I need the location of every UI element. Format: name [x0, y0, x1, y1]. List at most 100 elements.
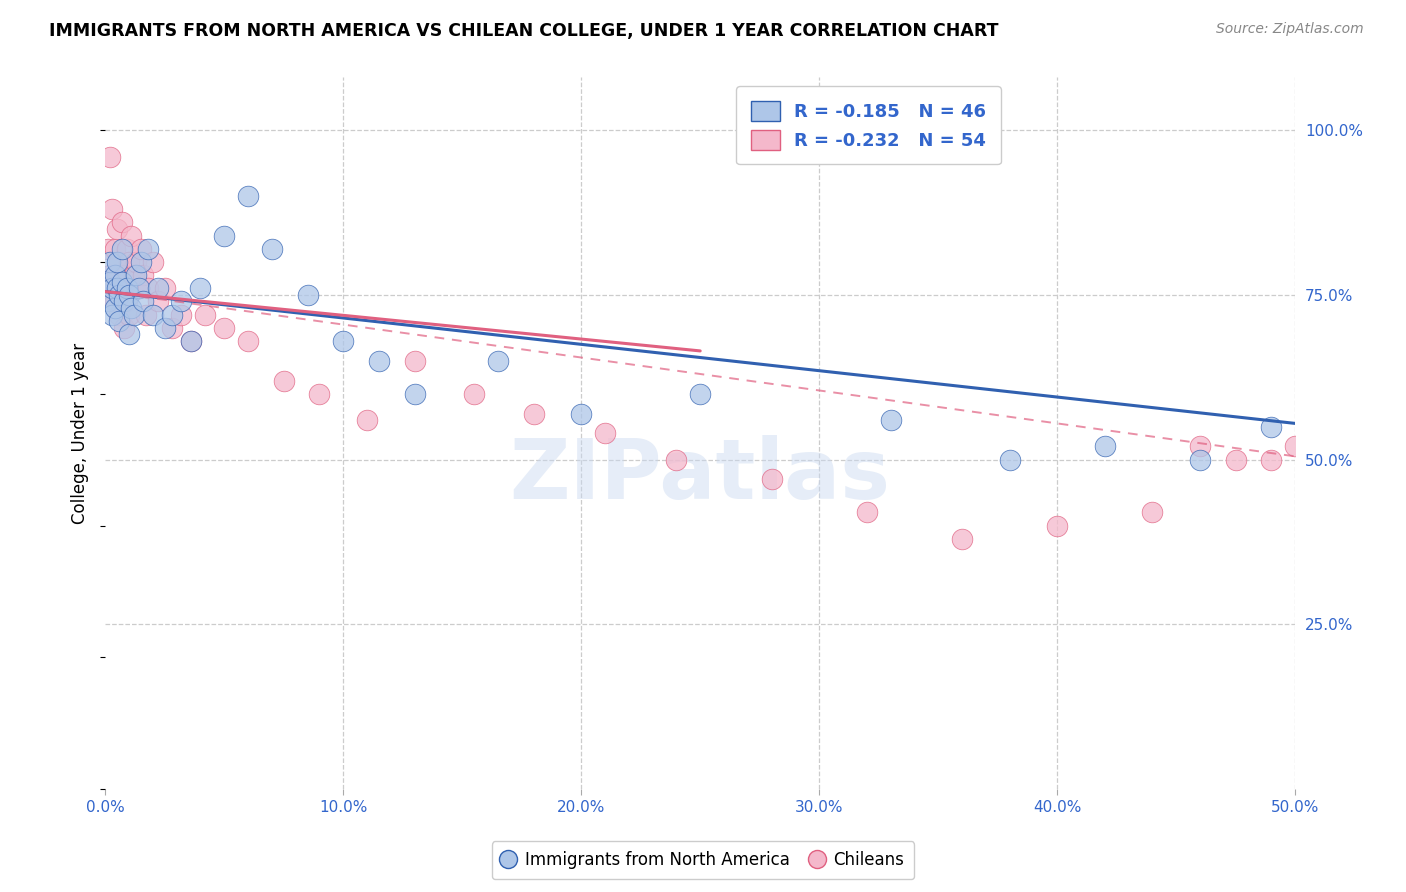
Point [879, 413, 901, 427]
Point [135, 308, 157, 322]
Point [111, 281, 134, 295]
Legend: R = -0.185   N = 46, R = -0.232   N = 54: R = -0.185 N = 46, R = -0.232 N = 54 [737, 87, 1001, 164]
Point [118, 255, 141, 269]
Point [260, 242, 283, 256]
Point [101, 281, 124, 295]
Point [105, 281, 128, 295]
Point [212, 321, 235, 335]
Point [236, 189, 259, 203]
Point [1260, 452, 1282, 467]
Point [125, 268, 148, 282]
Point [194, 308, 217, 322]
Point [146, 281, 169, 295]
Point [1046, 518, 1069, 533]
Point [212, 228, 235, 243]
Point [142, 308, 165, 322]
Point [111, 215, 134, 229]
Point [105, 255, 128, 269]
Text: ZIPatlas: ZIPatlas [510, 435, 890, 516]
Point [128, 281, 150, 295]
Text: IMMIGRANTS FROM NORTH AMERICA VS CHILEAN COLLEGE, UNDER 1 YEAR CORRELATION CHART: IMMIGRANTS FROM NORTH AMERICA VS CHILEAN… [49, 22, 998, 40]
Point [104, 301, 127, 315]
Point [142, 255, 165, 269]
Point [115, 242, 138, 256]
Point [463, 386, 485, 401]
Point [111, 275, 134, 289]
Point [136, 242, 159, 256]
Point [120, 301, 142, 315]
Point [160, 321, 183, 335]
Point [128, 281, 150, 295]
Point [122, 268, 145, 282]
Point [1284, 440, 1306, 454]
Point [132, 294, 155, 309]
Point [308, 386, 330, 401]
Point [101, 281, 124, 295]
Point [273, 374, 295, 388]
Point [523, 407, 546, 421]
Point [132, 268, 155, 282]
Point [404, 353, 426, 368]
Point [115, 294, 138, 309]
Point [129, 242, 152, 256]
Point [118, 308, 141, 322]
Point [111, 242, 134, 256]
Point [129, 255, 152, 269]
Point [236, 334, 259, 348]
Point [97, 288, 120, 302]
Point [105, 268, 128, 282]
Point [125, 255, 148, 269]
Point [367, 353, 389, 368]
Point [593, 426, 616, 441]
Point [153, 281, 176, 295]
Point [104, 242, 127, 256]
Point [170, 308, 193, 322]
Point [356, 413, 378, 427]
Point [665, 452, 688, 467]
Point [160, 308, 183, 322]
Point [97, 294, 120, 309]
Point [569, 407, 592, 421]
Point [101, 202, 124, 217]
Point [98, 149, 121, 163]
Point [180, 334, 202, 348]
Point [112, 268, 135, 282]
Point [950, 532, 973, 546]
Point [108, 288, 131, 302]
Point [98, 275, 121, 289]
Point [297, 288, 319, 302]
Point [332, 334, 354, 348]
Point [761, 472, 783, 486]
Point [180, 334, 202, 348]
Point [112, 321, 135, 335]
Point [1094, 440, 1116, 454]
Point [1260, 419, 1282, 434]
Point [112, 294, 135, 309]
Point [101, 308, 124, 322]
Point [1188, 452, 1211, 467]
Point [105, 222, 128, 236]
Point [115, 281, 138, 295]
Point [1225, 452, 1247, 467]
Point [1188, 440, 1211, 454]
Point [170, 294, 193, 309]
Point [118, 327, 141, 342]
Point [108, 308, 131, 322]
Point [98, 255, 121, 269]
Point [153, 321, 176, 335]
Point [404, 386, 426, 401]
Point [122, 308, 145, 322]
Point [104, 268, 127, 282]
Point [190, 281, 212, 295]
Point [118, 288, 141, 302]
Point [486, 353, 509, 368]
Point [108, 255, 131, 269]
Point [104, 294, 127, 309]
Point [855, 505, 877, 519]
Point [108, 314, 131, 328]
Point [998, 452, 1021, 467]
Point [146, 294, 169, 309]
Point [120, 228, 142, 243]
Point [689, 386, 711, 401]
Text: Source: ZipAtlas.com: Source: ZipAtlas.com [1216, 22, 1364, 37]
